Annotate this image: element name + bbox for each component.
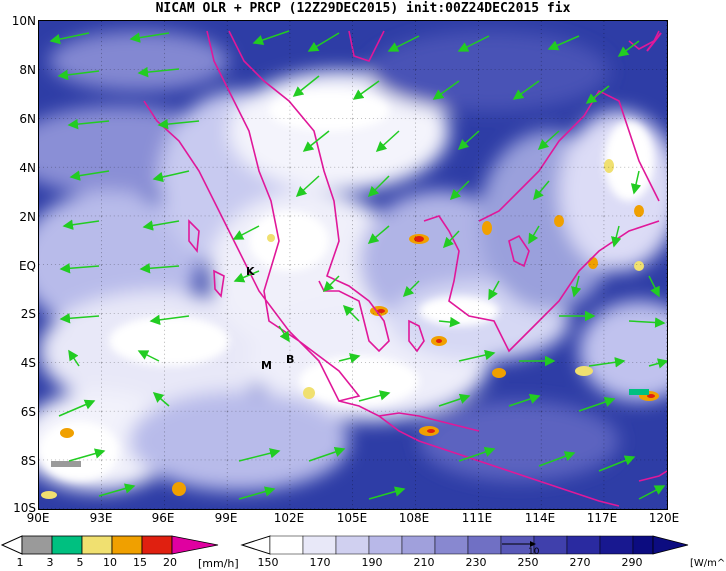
prcp-swatch-4 (111, 535, 143, 555)
lon-label-111e: 111E (461, 511, 493, 525)
prcp-unit: [mm/h] (198, 557, 239, 570)
prcp-colorbar (0, 535, 219, 555)
lat-lon-grid (39, 21, 667, 509)
olr-label-290: 290 (621, 556, 643, 569)
prcp-swatch-5 (141, 535, 173, 555)
prcp-label-20: 20 (163, 556, 177, 569)
olr-colorbar (240, 535, 689, 555)
olr-label-170: 170 (309, 556, 331, 569)
lon-label-90e: 90E (26, 511, 50, 525)
lon-label-117e: 117E (586, 511, 618, 525)
olr-bar-cap-right (652, 535, 689, 555)
prcp-swatch-2 (51, 535, 83, 555)
olr-label-210: 210 (413, 556, 435, 569)
lon-label-99e: 99E (214, 511, 238, 525)
prcp-label-10: 10 (103, 556, 117, 569)
prcp-bar-cap-right (171, 535, 219, 555)
olr-label-250: 250 (517, 556, 539, 569)
wind-vectors (49, 30, 667, 500)
prcp-label-15: 15 (133, 556, 147, 569)
lat-label-8s: 8S (20, 454, 36, 468)
olr-label-150: 150 (257, 556, 279, 569)
lon-label-120e: 120E (648, 511, 680, 525)
lat-label-6n: 6N (19, 112, 36, 126)
olr-unit: [W/m^2] (690, 558, 726, 569)
chart-title: NICAM OLR + PRCP (12Z29DEC2015) init:00Z… (155, 1, 571, 16)
lat-label-4s: 4S (20, 356, 36, 370)
lat-label-10s: 10S (13, 501, 36, 515)
prcp-swatch-1 (21, 535, 53, 555)
lat-label-6s: 6S (20, 405, 36, 419)
olr-label-230: 230 (465, 556, 487, 569)
lat-label-4n: 4N (19, 161, 36, 175)
lon-label-105e: 105E (336, 511, 368, 525)
vector-ref-label: 10 (528, 547, 540, 557)
olr-label-270: 270 (569, 556, 591, 569)
olr-bar-cap-left (240, 535, 271, 555)
lon-label-102e: 102E (273, 511, 305, 525)
prcp-swatch-3 (81, 535, 113, 555)
prcp-label-5: 5 (76, 556, 84, 569)
lon-label-108e: 108E (398, 511, 430, 525)
map-panel: K M B (38, 20, 668, 510)
lat-label-2s: 2S (20, 307, 36, 321)
lat-label-10n: 10N (11, 14, 36, 28)
lat-label-2n: 2N (19, 210, 36, 224)
lat-label-8n: 8N (19, 63, 36, 77)
place-label-m: M (261, 359, 272, 372)
prcp-bar-cap-left (0, 535, 23, 555)
lon-label-93e: 93E (89, 511, 113, 525)
lat-label-eq: EQ (18, 259, 36, 273)
place-label-k: K (246, 265, 255, 278)
olr-label-190: 190 (361, 556, 383, 569)
prcp-label-3: 3 (46, 556, 54, 569)
lon-label-114e: 114E (524, 511, 556, 525)
prcp-label-1: 1 (16, 556, 24, 569)
place-label-b: B (286, 353, 295, 366)
map-canvas (39, 21, 667, 509)
lon-label-96e: 96E (151, 511, 175, 525)
